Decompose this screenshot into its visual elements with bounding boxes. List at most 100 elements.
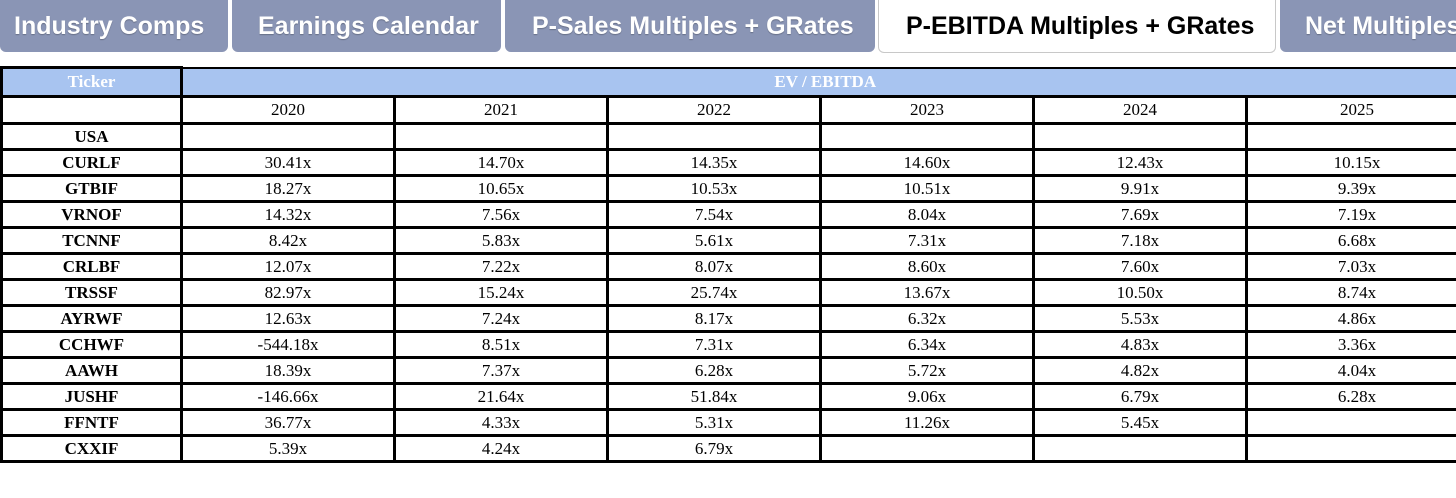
multiple-cell[interactable]: -544.18x [180, 330, 396, 359]
multiple-cell[interactable]: 15.24x [393, 278, 609, 307]
multiple-cell[interactable]: 7.24x [393, 304, 609, 333]
tab-p-ebitda-multiples[interactable]: P-EBITDA Multiples + GRates [878, 0, 1276, 53]
multiple-cell[interactable]: 4.86x [1245, 304, 1456, 333]
tab-earnings-calendar[interactable]: Earnings Calendar [232, 0, 501, 52]
ev-ebitda-header-cell[interactable]: EV / EBITDA [180, 66, 1456, 98]
multiple-cell[interactable] [180, 122, 396, 151]
ticker-cell[interactable]: GTBIF [0, 174, 183, 203]
multiple-cell[interactable]: 7.31x [606, 330, 822, 359]
multiple-cell[interactable]: 4.33x [393, 408, 609, 437]
ticker-cell[interactable]: VRNOF [0, 200, 183, 229]
multiple-cell[interactable]: 8.42x [180, 226, 396, 255]
multiple-cell[interactable]: 8.04x [819, 200, 1035, 229]
multiple-cell[interactable]: 6.68x [1245, 226, 1456, 255]
tab-industry-comps[interactable]: Industry Comps [0, 0, 228, 52]
multiple-cell[interactable]: 6.79x [1032, 382, 1248, 411]
ticker-cell[interactable]: AAWH [0, 356, 183, 385]
ticker-cell[interactable]: CCHWF [0, 330, 183, 359]
year-header-cell[interactable]: 2023 [819, 95, 1035, 125]
multiple-cell[interactable]: 12.43x [1032, 148, 1248, 177]
tab-net-multiples[interactable]: Net Multiples [1280, 0, 1456, 52]
multiple-cell[interactable]: 3.36x [1245, 330, 1456, 359]
multiple-cell[interactable]: 7.60x [1032, 252, 1248, 281]
multiple-cell[interactable]: 14.70x [393, 148, 609, 177]
year-header-cell[interactable]: 2025 [1245, 95, 1456, 125]
multiple-cell[interactable] [819, 122, 1035, 151]
multiple-cell[interactable]: 7.69x [1032, 200, 1248, 229]
multiple-cell[interactable]: 12.63x [180, 304, 396, 333]
multiple-cell[interactable] [1032, 122, 1248, 151]
multiple-cell[interactable]: 25.74x [606, 278, 822, 307]
multiple-cell[interactable] [1245, 434, 1456, 463]
multiple-cell[interactable]: 82.97x [180, 278, 396, 307]
year-header-cell[interactable]: 2020 [180, 95, 396, 125]
multiple-cell[interactable]: 6.28x [606, 356, 822, 385]
multiple-cell[interactable] [1245, 408, 1456, 437]
multiple-cell[interactable]: 5.39x [180, 434, 396, 463]
multiple-cell[interactable] [393, 122, 609, 151]
multiple-cell[interactable]: 9.91x [1032, 174, 1248, 203]
multiple-cell[interactable]: 30.41x [180, 148, 396, 177]
ticker-cell[interactable]: USA [0, 122, 183, 151]
multiple-cell[interactable] [819, 434, 1035, 463]
multiple-cell[interactable]: 9.39x [1245, 174, 1456, 203]
multiple-cell[interactable]: 4.24x [393, 434, 609, 463]
ticker-cell[interactable]: TCNNF [0, 226, 183, 255]
year-header-blank-cell[interactable] [0, 95, 183, 125]
multiple-cell[interactable]: 7.37x [393, 356, 609, 385]
multiple-cell[interactable]: 14.35x [606, 148, 822, 177]
multiple-cell[interactable]: 18.39x [180, 356, 396, 385]
multiple-cell[interactable]: 14.60x [819, 148, 1035, 177]
year-header-cell[interactable]: 2022 [606, 95, 822, 125]
multiple-cell[interactable]: 6.32x [819, 304, 1035, 333]
multiple-cell[interactable]: 5.31x [606, 408, 822, 437]
multiple-cell[interactable] [606, 122, 822, 151]
multiple-cell[interactable]: 7.56x [393, 200, 609, 229]
multiple-cell[interactable]: 7.22x [393, 252, 609, 281]
multiple-cell[interactable]: 51.84x [606, 382, 822, 411]
multiple-cell[interactable] [1032, 434, 1248, 463]
ticker-cell[interactable]: JUSHF [0, 382, 183, 411]
multiple-cell[interactable]: 7.03x [1245, 252, 1456, 281]
multiple-cell[interactable]: 5.83x [393, 226, 609, 255]
multiple-cell[interactable]: 4.82x [1032, 356, 1248, 385]
multiple-cell[interactable]: 8.60x [819, 252, 1035, 281]
multiple-cell[interactable]: 7.54x [606, 200, 822, 229]
multiple-cell[interactable]: 10.65x [393, 174, 609, 203]
ticker-cell[interactable]: AYRWF [0, 304, 183, 333]
multiple-cell[interactable]: 21.64x [393, 382, 609, 411]
multiple-cell[interactable]: 7.19x [1245, 200, 1456, 229]
multiple-cell[interactable]: 8.07x [606, 252, 822, 281]
multiple-cell[interactable]: 4.83x [1032, 330, 1248, 359]
multiple-cell[interactable]: 13.67x [819, 278, 1035, 307]
multiple-cell[interactable]: 14.32x [180, 200, 396, 229]
multiple-cell[interactable]: 8.17x [606, 304, 822, 333]
ticker-cell[interactable]: TRSSF [0, 278, 183, 307]
multiple-cell[interactable]: 5.72x [819, 356, 1035, 385]
multiple-cell[interactable]: 7.31x [819, 226, 1035, 255]
ticker-cell[interactable]: CXXIF [0, 434, 183, 463]
year-header-cell[interactable]: 2024 [1032, 95, 1248, 125]
multiple-cell[interactable]: 12.07x [180, 252, 396, 281]
multiple-cell[interactable]: 11.26x [819, 408, 1035, 437]
tab-p-sales-multiples[interactable]: P-Sales Multiples + GRates [505, 0, 875, 52]
multiple-cell[interactable]: 5.53x [1032, 304, 1248, 333]
ticker-cell[interactable]: CRLBF [0, 252, 183, 281]
multiple-cell[interactable]: 10.53x [606, 174, 822, 203]
multiple-cell[interactable]: 10.50x [1032, 278, 1248, 307]
multiple-cell[interactable]: -146.66x [180, 382, 396, 411]
multiple-cell[interactable]: 36.77x [180, 408, 396, 437]
ticker-cell[interactable]: FFNTF [0, 408, 183, 437]
multiple-cell[interactable]: 18.27x [180, 174, 396, 203]
multiple-cell[interactable] [1245, 122, 1456, 151]
multiple-cell[interactable]: 8.51x [393, 330, 609, 359]
multiple-cell[interactable]: 5.45x [1032, 408, 1248, 437]
multiple-cell[interactable]: 10.15x [1245, 148, 1456, 177]
multiple-cell[interactable]: 6.34x [819, 330, 1035, 359]
multiple-cell[interactable]: 9.06x [819, 382, 1035, 411]
multiple-cell[interactable]: 5.61x [606, 226, 822, 255]
multiple-cell[interactable]: 6.79x [606, 434, 822, 463]
multiple-cell[interactable]: 7.18x [1032, 226, 1248, 255]
multiple-cell[interactable]: 10.51x [819, 174, 1035, 203]
ticker-header-cell[interactable]: Ticker [0, 66, 183, 98]
